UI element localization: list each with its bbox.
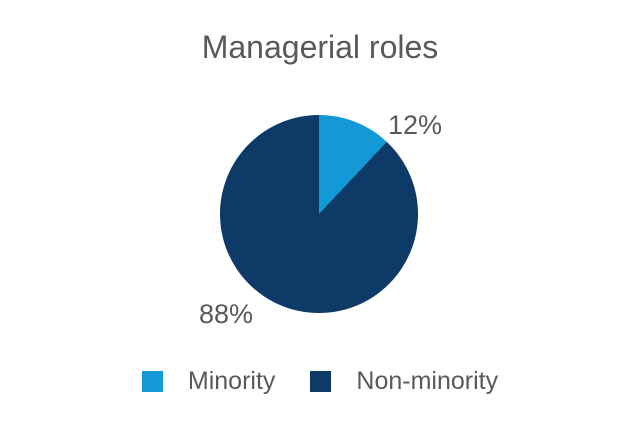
legend: Minority Non-minority xyxy=(0,367,640,395)
legend-swatch-non-minority xyxy=(310,371,332,392)
slice-value-label-non-minority: 88% xyxy=(199,299,254,329)
legend-item-non-minority: Non-minority xyxy=(310,367,499,395)
legend-item-minority: Minority xyxy=(141,367,276,395)
legend-swatch-minority xyxy=(141,371,163,392)
slice-value-label-minority: 12% xyxy=(388,110,443,140)
chart-title: Managerial roles xyxy=(201,29,439,65)
legend-label-non-minority: Non-minority xyxy=(356,367,499,395)
legend-label-minority: Minority xyxy=(187,367,276,395)
pie-chart xyxy=(220,115,418,313)
